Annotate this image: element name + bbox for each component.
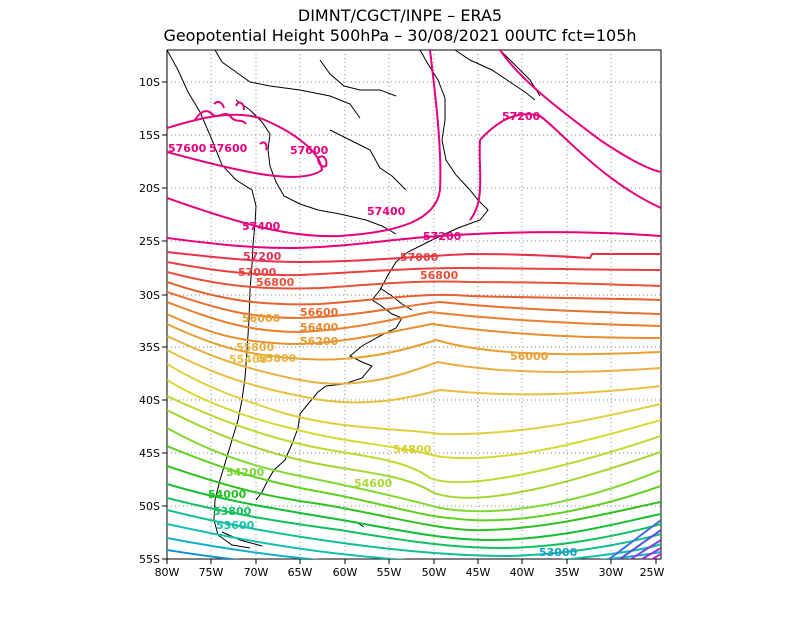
contour-label: 56200 [300,335,339,348]
map-title-line1: DIMNT/CGCT/INPE – ERA5 [297,6,503,25]
map-title-line2: Geopotential Height 500hPa – 30/08/2021 … [163,26,637,45]
contour-label: 55800 [236,341,275,354]
lon-label: 25W [640,566,665,579]
lat-label: 50S [139,500,160,513]
lon-label: 60W [333,566,358,579]
lon-label: 75W [199,566,224,579]
contour-label: 56000 [242,312,281,325]
contour-label: 53600 [216,519,255,532]
contour-label: 57400 [242,220,281,233]
lon-label: 30W [599,566,624,579]
contour-label: 54600 [354,477,393,490]
lon-label: 65W [288,566,313,579]
contour-label: 56000 [510,350,549,363]
contour-label: 54000 [208,488,247,501]
contour-label: 56800 [420,269,459,282]
contour-label: 57600 [168,142,207,155]
latitude-labels: 10S 15S 20S 25S 30S 35S 40S 45S 50S 55S [139,76,160,566]
lat-label: 45S [139,447,160,460]
contour-label: 54200 [226,466,265,479]
lat-label: 10S [139,76,160,89]
contour-label: 57000 [238,266,277,279]
lon-label: 45W [466,566,491,579]
lat-label: 25S [139,235,160,248]
contour-labels: 57600 57600 57600 57200 57400 57400 5720… [168,110,578,559]
contour-lines [167,50,661,559]
contour-label: 53000 [539,546,578,559]
lat-label: 40S [139,394,160,407]
lat-label: 35S [139,341,160,354]
contour-label: 55800 [258,352,297,365]
lat-label: 30S [139,289,160,302]
contour-label: 57200 [243,250,282,263]
contour-label: 56600 [300,306,339,319]
lat-label: 55S [139,553,160,566]
contour-label: 57000 [400,251,439,264]
lon-label: 70W [244,566,269,579]
lat-label: 20S [139,182,160,195]
coastlines [167,50,541,549]
lon-label: 50W [422,566,447,579]
contour-label: 57200 [423,230,462,243]
contour-label: 55400 [229,353,268,366]
lon-label: 55W [377,566,402,579]
contour-label: 57600 [209,142,248,155]
contour-label: 53800 [213,505,252,518]
lon-label: 35W [555,566,580,579]
lat-label: 15S [139,129,160,142]
contour-blobs [194,100,328,168]
tick-marks [162,81,657,564]
contour-label: 57200 [502,110,541,123]
contour-label: 54800 [393,443,432,456]
lon-label: 40W [510,566,535,579]
lon-label: 80W [155,566,180,579]
contour-label: 56400 [300,321,339,334]
contour-label: 57600 [290,144,329,157]
contour-label: 56800 [256,276,295,289]
contour-label: 57400 [367,205,406,218]
longitude-labels: 80W 75W 70W 65W 60W 55W 50W 45W 40W 35W … [155,566,665,579]
